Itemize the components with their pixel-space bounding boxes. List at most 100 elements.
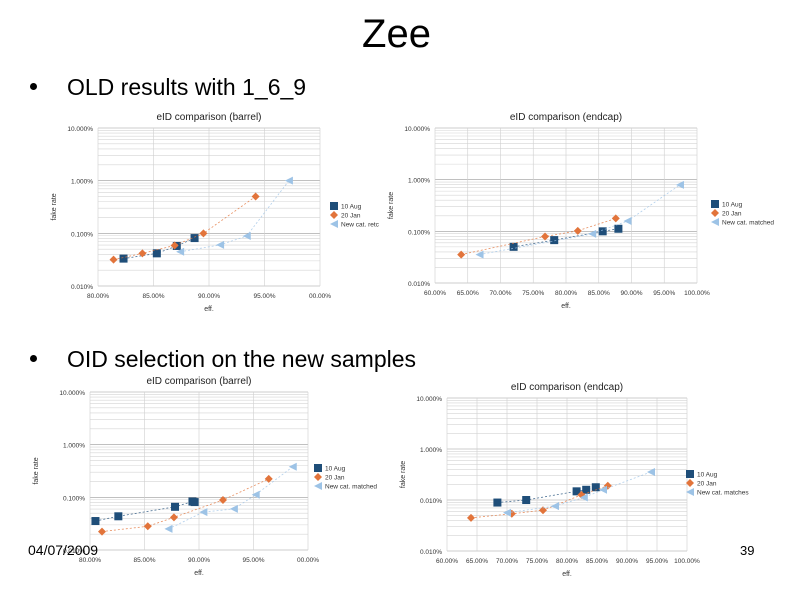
bullet-dot-icon [30,83,37,91]
y-tick-label: 10.000% [67,126,93,133]
legend-marker [711,200,719,208]
y-axis-label: fake rate [400,461,407,488]
chart-title: eID comparison (barrel) [146,376,251,387]
legend-marker [314,473,322,481]
x-tick-label: 90.00% [188,557,210,564]
legend-label: 20 Jan [325,475,345,482]
x-tick-label: 00.00% [309,293,331,300]
data-point [91,517,100,526]
footer-date: 04/07/2009 [28,542,99,558]
x-tick-label: 95.00% [242,557,264,564]
data-point [264,474,273,483]
legend-label: 10 Aug [325,466,346,473]
bullet-new-samples: OID selection on the new samples [30,346,416,373]
data-point [152,249,161,258]
x-tick-label: 85.00% [142,293,164,300]
x-tick-label: 85.00% [588,290,610,297]
data-point [170,241,179,250]
x-tick-label: 70.00% [489,290,511,297]
trend-line [180,180,290,253]
x-tick-label: 80.00% [555,290,577,297]
data-point [176,247,185,256]
x-axis-label: eff. [562,571,572,578]
y-tick-label: 0.100% [63,495,85,502]
data-point [573,226,582,235]
data-point [169,513,178,522]
data-point [623,217,632,225]
legend-label: New cat. matches [697,490,749,497]
data-point [582,485,591,494]
y-tick-label: 0.010% [63,548,85,555]
x-tick-label: 95.00% [653,290,675,297]
legend-marker [686,470,694,478]
data-point [467,513,475,522]
y-tick-label: 1.000% [420,447,442,454]
legend-marker [314,464,322,472]
y-tick-label: 1.000% [63,443,85,450]
y-tick-label: 0.010% [420,549,442,556]
data-point [251,490,260,499]
legend-label: New cat. retc [341,222,380,229]
legend-marker [330,220,338,228]
trend-line [113,196,256,261]
x-tick-label: 95.00% [253,293,275,300]
legend-marker [711,209,719,217]
data-point [164,524,173,533]
x-tick-label: 75.00% [526,558,548,565]
y-tick-label: 1.000% [408,178,430,185]
bullet-old-results: OLD results with 1_6_9 [30,74,306,101]
data-point [550,236,559,245]
slide-title: Zee [362,12,431,56]
data-point [119,254,128,263]
data-point [611,214,620,223]
y-tick-label: 10.000% [404,126,430,133]
data-point [114,512,123,521]
chart-barrel-new: eID comparison (barrel) 80.00% 85.00% 90.00… [33,376,377,577]
data-point [599,485,607,494]
bullet-old-results-text: OLD results with 1_6_9 [67,74,307,100]
x-tick-label: 70.00% [496,558,518,565]
data-point [509,242,518,251]
data-point [288,462,297,471]
data-point [588,229,597,238]
chart-title: eID comparison (endcap) [511,382,623,393]
x-tick-label: 95.00% [646,558,668,565]
data-point [541,232,550,241]
trend-line [513,228,619,248]
x-tick-label: 80.00% [79,557,101,564]
y-axis-label: fake rate [33,457,40,484]
data-point [603,481,612,490]
legend-marker [330,202,338,210]
data-point [475,250,484,259]
y-tick-label: 10.000% [416,396,442,403]
x-tick-label: 80.00% [87,293,109,300]
data-point [579,493,588,502]
trend-line [506,471,652,514]
data-point [143,522,152,531]
data-point [251,192,260,201]
y-tick-label: 0.010% [71,284,93,291]
x-tick-label: 65.00% [457,290,479,297]
x-tick-label: 80.00% [556,558,578,565]
legend-label: New cat. matched [722,220,774,227]
x-axis-label: eff. [194,570,204,577]
x-axis-label: eff. [561,303,571,310]
x-tick-label: 90.00% [198,293,220,300]
data-point [598,227,607,236]
data-point [109,255,118,264]
legend-label: New cat. matched [325,484,377,491]
data-point [199,229,208,238]
data-point [493,498,502,507]
legend-marker [686,479,694,487]
data-point [138,249,147,258]
legend-marker [330,211,338,219]
chart-barrel-old: eID comparison (barrel) 80.00% 85.00% 90.00… [51,112,380,313]
x-tick-label: 90.00% [616,558,638,565]
trend-line [123,237,195,260]
bullet-dot-icon [30,355,37,363]
data-point [190,498,199,507]
data-point [97,527,106,536]
x-tick-label: 75.00% [522,290,544,297]
data-point [171,502,180,511]
data-point [503,508,511,517]
